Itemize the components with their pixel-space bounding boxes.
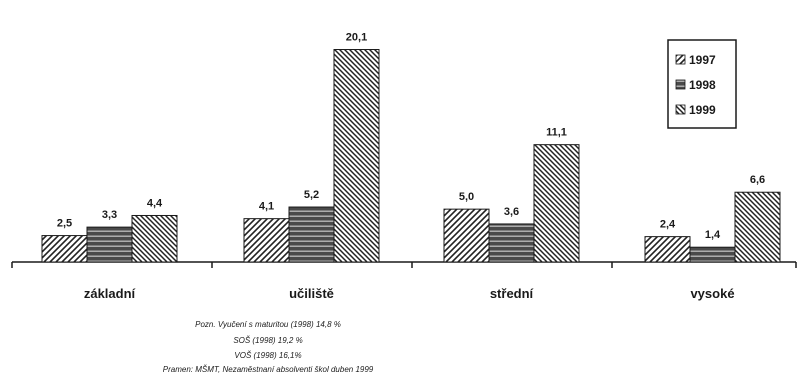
bar-1998-0 — [86, 226, 133, 263]
bars-group — [41, 49, 781, 263]
bar-1999-3 — [734, 191, 781, 263]
category-label: střední — [490, 286, 534, 301]
data-label: 11,1 — [546, 127, 567, 139]
footnote-source: Pramen: MŠMT, Nezaměstnaní absolventi šk… — [163, 365, 374, 374]
data-label: 5,2 — [304, 189, 319, 201]
legend-swatch-1998 — [675, 79, 686, 90]
data-label: 6,6 — [750, 174, 765, 186]
bar-1999-2 — [533, 144, 580, 263]
data-labels-group: 2,5 3,3 4,4 4,1 5,2 20,1 5,0 3,6 11,1 2,4 1,4 6,6 — [57, 32, 765, 242]
footnote-line-2: SOŠ (1998) 19,2 % — [233, 336, 302, 345]
bar-1997-3 — [644, 236, 691, 263]
bar-1999-0 — [131, 214, 178, 263]
legend-swatch-1997 — [675, 54, 686, 65]
data-label: 2,4 — [660, 219, 676, 231]
legend-label-1998: 1998 — [689, 78, 716, 92]
x-axis-ticks — [11, 262, 797, 268]
data-label: 4,1 — [259, 201, 274, 213]
data-label: 1,4 — [705, 229, 721, 241]
footnotes: Pozn. Vyučení s maturitou (1998) 14,8 % … — [163, 320, 374, 374]
category-labels-group: základní učiliště střední vysoké — [84, 286, 735, 301]
bar-1998-2 — [488, 223, 535, 263]
data-label: 20,1 — [346, 32, 367, 44]
bar-1998-1 — [288, 206, 335, 263]
data-label: 2,5 — [57, 218, 72, 230]
category-label: základní — [84, 286, 136, 301]
legend-label-1999: 1999 — [689, 103, 716, 117]
category-label: učiliště — [289, 286, 334, 301]
footnote-line-3: VOŠ (1998) 16,1% — [234, 351, 301, 360]
footnote-line-1: Pozn. Vyučení s maturitou (1998) 14,8 % — [195, 320, 341, 329]
legend-swatch-1999 — [675, 104, 686, 115]
data-label: 5,0 — [459, 191, 474, 203]
bar-1998-3 — [689, 246, 736, 263]
bar-1997-0 — [41, 235, 88, 263]
legend-label-1997: 1997 — [689, 53, 716, 67]
data-label: 4,4 — [147, 197, 163, 209]
bar-1999-1 — [333, 49, 380, 263]
legend: 1997 1998 1999 — [667, 39, 737, 129]
bar-1997-2 — [443, 208, 490, 263]
category-label: vysoké — [690, 286, 734, 301]
bar-1997-1 — [243, 218, 290, 263]
data-label: 3,6 — [504, 206, 519, 218]
data-label: 3,3 — [102, 209, 117, 221]
